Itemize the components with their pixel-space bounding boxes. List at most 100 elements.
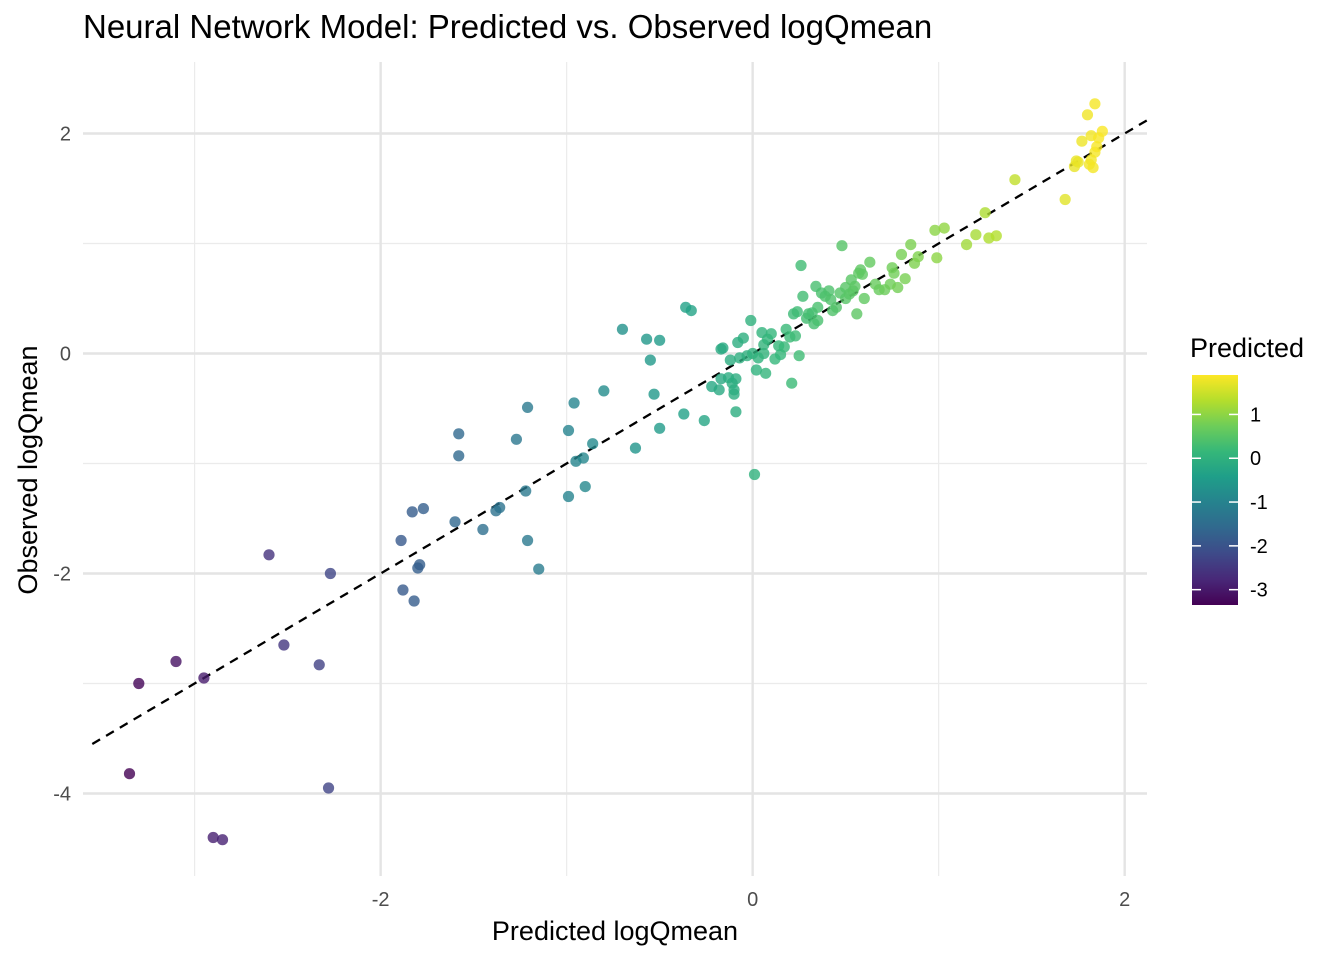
data-point <box>895 248 908 261</box>
data-point <box>510 433 523 445</box>
y-tick-label: -4 <box>53 784 71 806</box>
data-point <box>931 252 943 264</box>
data-point <box>1091 141 1103 153</box>
data-point <box>812 314 824 327</box>
data-point <box>789 330 802 342</box>
data-point <box>313 659 325 671</box>
data-point <box>730 406 742 418</box>
data-point <box>758 347 770 360</box>
data-point <box>793 350 805 362</box>
data-point <box>851 308 863 320</box>
data-point <box>728 388 740 400</box>
reference-line <box>91 119 1148 745</box>
data-point <box>849 280 861 292</box>
data-point <box>322 782 335 794</box>
data-point <box>417 503 430 515</box>
legend-ticks: 1 0 -1 -2 -3 <box>1192 404 1268 602</box>
data-point <box>520 485 532 497</box>
data-point <box>598 385 610 397</box>
data-point <box>812 301 824 313</box>
data-point <box>724 354 736 366</box>
data-point <box>1072 156 1084 168</box>
data-point <box>979 207 991 219</box>
data-point <box>453 428 465 440</box>
data-point <box>170 655 182 668</box>
colorbar <box>1192 375 1238 605</box>
data-point <box>629 442 642 454</box>
data-point <box>408 595 420 607</box>
data-point <box>1096 125 1108 137</box>
data-point <box>216 834 229 846</box>
legend-tick-label: -2 <box>1250 536 1268 558</box>
data-point <box>521 401 534 413</box>
data-point <box>587 438 599 450</box>
data-point <box>748 468 761 481</box>
data-point <box>938 222 950 234</box>
data-point <box>698 415 710 427</box>
data-point <box>414 559 426 571</box>
data-point <box>616 323 629 335</box>
y-tick-label: 0 <box>60 344 71 366</box>
data-point <box>970 229 982 241</box>
y-axis-ticks: 2 0 -2 -4 <box>53 124 71 806</box>
data-point <box>207 831 219 844</box>
data-point <box>730 373 742 385</box>
data-points <box>123 98 1108 846</box>
data-point <box>825 294 837 306</box>
data-point <box>786 377 798 389</box>
data-point <box>1089 98 1101 110</box>
data-point <box>577 452 589 464</box>
data-point <box>737 332 749 344</box>
y-axis-title: Observed logQmean <box>13 345 43 594</box>
data-point <box>797 290 809 302</box>
data-point <box>836 240 848 252</box>
data-point <box>685 305 697 317</box>
data-point <box>765 328 777 340</box>
x-tick-label: 0 <box>747 889 758 911</box>
legend-tick-label: -1 <box>1250 492 1268 514</box>
data-point <box>856 268 868 280</box>
data-point <box>899 273 911 285</box>
x-tick-label: 2 <box>1119 889 1130 911</box>
data-point <box>568 397 580 409</box>
legend-tick-label: 0 <box>1250 448 1261 470</box>
data-point <box>1076 135 1088 147</box>
data-point <box>324 567 336 580</box>
data-point <box>654 334 666 346</box>
x-tick-label: -2 <box>372 889 390 911</box>
data-point <box>791 306 803 318</box>
data-point <box>477 523 489 536</box>
data-point <box>713 384 725 396</box>
data-point <box>494 501 506 514</box>
data-point <box>858 292 870 305</box>
data-point <box>641 333 653 345</box>
data-point <box>644 354 656 366</box>
data-point <box>990 230 1002 242</box>
data-point <box>133 677 145 690</box>
data-point <box>823 285 835 297</box>
data-point <box>521 534 534 547</box>
data-point <box>278 639 290 651</box>
data-point <box>830 301 842 313</box>
data-point <box>929 224 941 236</box>
data-point <box>745 314 757 327</box>
data-point <box>888 267 900 279</box>
data-point <box>654 422 666 434</box>
y-tick-label: 2 <box>60 124 71 146</box>
data-point <box>198 672 210 684</box>
legend-title: Predicted <box>1190 333 1304 363</box>
x-axis-ticks: -2 0 2 <box>372 889 1131 911</box>
data-point <box>533 563 545 575</box>
data-point <box>864 256 876 268</box>
data-point <box>1087 162 1099 174</box>
data-point <box>397 584 409 596</box>
data-point <box>912 251 924 263</box>
data-point <box>1081 109 1094 121</box>
data-point <box>795 259 807 272</box>
data-point <box>760 367 772 379</box>
data-point <box>1059 193 1071 206</box>
x-axis-title: Predicted logQmean <box>492 916 738 946</box>
data-point <box>579 481 591 493</box>
data-point <box>395 534 407 547</box>
